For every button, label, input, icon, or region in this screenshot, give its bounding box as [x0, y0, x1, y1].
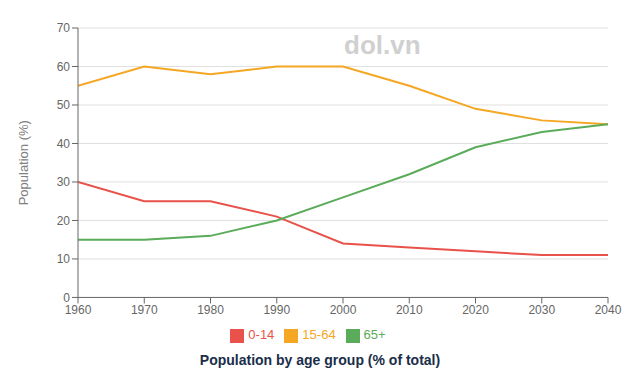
svg-text:1960: 1960 — [65, 303, 92, 317]
svg-text:20: 20 — [57, 214, 71, 228]
html-text:0-14: 0-14 — [248, 327, 275, 343]
svg-text:2030: 2030 — [528, 303, 555, 317]
svg-text:10: 10 — [57, 252, 71, 266]
svg-text:60: 60 — [57, 60, 71, 74]
svg-text:0: 0 — [63, 291, 70, 305]
svg-text:2000: 2000 — [330, 303, 357, 317]
svg-text:30: 30 — [57, 175, 71, 189]
html-text:65+: 65+ — [363, 327, 386, 343]
svg-text:40: 40 — [57, 137, 71, 151]
svg-text:1970: 1970 — [131, 303, 158, 317]
svg-text:70: 70 — [57, 21, 71, 35]
svg-text:2010: 2010 — [396, 303, 423, 317]
svg-text:1980: 1980 — [197, 303, 224, 317]
svg-text:Population (%): Population (%) — [16, 120, 31, 205]
svg-text:2020: 2020 — [462, 303, 489, 317]
svg-text:2040: 2040 — [595, 303, 622, 317]
html-text:Population by age group (% of: Population by age group (% of total) — [199, 352, 441, 368]
html-text:dol.vn: dol.vn — [344, 30, 421, 60]
html-text:15-64: 15-64 — [302, 327, 336, 343]
svg-text:1990: 1990 — [263, 303, 290, 317]
svg-text:50: 50 — [57, 98, 71, 112]
